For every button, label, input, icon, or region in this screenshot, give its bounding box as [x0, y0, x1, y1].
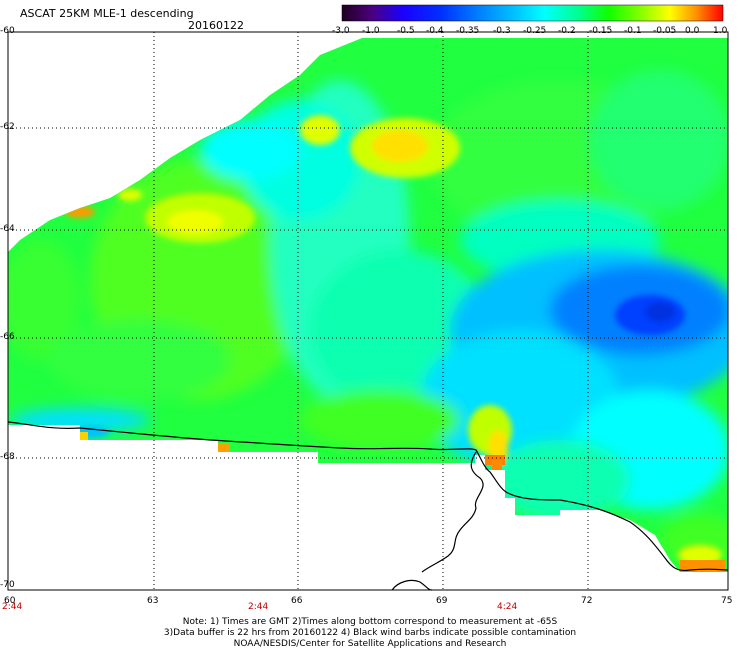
footnotes: Note: 1) Times are GMT 2)Times along bot…: [0, 617, 740, 650]
colorbar-tick-label: -0.4: [426, 26, 444, 36]
lat-label: -70: [0, 580, 15, 590]
lat-label: -64: [0, 224, 15, 234]
colorbar-tick-label: 1.0: [713, 26, 728, 36]
colorbar-tick-label: -0.3: [493, 26, 511, 36]
note-line: Note: 1) Times are GMT 2)Times along bot…: [182, 617, 558, 627]
time-label: 2:44: [248, 602, 269, 612]
map-title: ASCAT 25KM MLE-1 descending: [20, 7, 194, 20]
time-label: 4:24: [497, 602, 518, 612]
colorbar-tick-label: -0.35: [456, 26, 480, 36]
colorbar-tick-label: -0.05: [653, 26, 677, 36]
map-date: 20160122: [188, 19, 244, 32]
lon-label: 60: [4, 596, 16, 606]
lat-label: -66: [0, 332, 15, 342]
map-frame: [7, 31, 729, 591]
lat-label: -68: [0, 452, 15, 462]
colorbar: [341, 4, 724, 22]
graticule: [8, 32, 728, 590]
lon-label: 75: [721, 596, 733, 606]
time-label: 2:44: [2, 602, 23, 612]
lon-label: 72: [581, 596, 593, 606]
lon-label: 63: [147, 596, 159, 606]
wind-field: [8, 38, 728, 572]
coastline: [7, 421, 729, 591]
lon-label: 69: [436, 596, 448, 606]
colorbar-tick-label: 0.0: [685, 26, 700, 36]
lat-label: -62: [0, 122, 15, 132]
lat-label: -60: [0, 26, 15, 36]
colorbar-tick-label: -0.1: [624, 26, 642, 36]
colorbar-tick-label: -3.0: [332, 26, 350, 36]
note-line: 3)Data buffer is 22 hrs from 20160122 4)…: [163, 628, 577, 638]
lon-label: 66: [291, 596, 303, 606]
colorbar-tick-label: -0.15: [589, 26, 613, 36]
colorbar-tick-label: -0.25: [523, 26, 547, 36]
colorbar-tick-label: -0.2: [558, 26, 576, 36]
colorbar-tick-label: -1.0: [362, 26, 380, 36]
colorbar-tick-label: -0.5: [397, 26, 415, 36]
note-line: NOAA/NESDIS/Center for Satellite Applica…: [233, 639, 507, 649]
